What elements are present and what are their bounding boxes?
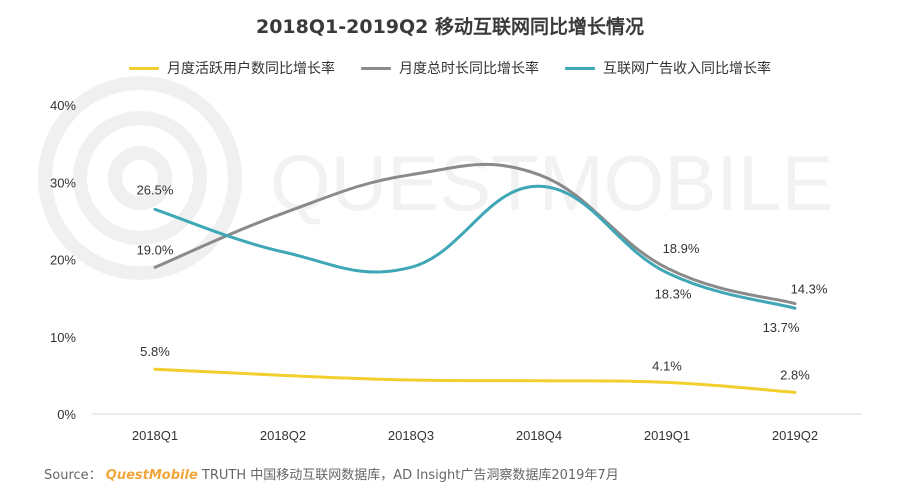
series-line-duration bbox=[153, 162, 797, 306]
watermark: QUESTMOBILE bbox=[38, 76, 833, 280]
series-line-ad-revenue bbox=[153, 184, 797, 310]
y-tick-label: 30% bbox=[50, 175, 76, 190]
legend-label-duration: 月度总时长同比增长率 bbox=[399, 61, 539, 77]
watermark-ring-middle bbox=[73, 111, 207, 245]
data-label-ad-revenue: 13.7% bbox=[763, 320, 800, 335]
watermark-text: QUESTMOBILE bbox=[270, 139, 833, 227]
watermark-ring-outer bbox=[38, 76, 242, 280]
source-prefix: Source： bbox=[44, 468, 102, 483]
legend-item-mau: 月度活跃用户数同比增长率 bbox=[129, 58, 335, 78]
data-label-ad-revenue: 18.3% bbox=[655, 287, 692, 302]
legend-item-duration: 月度总时长同比增长率 bbox=[361, 58, 539, 78]
source-note: Source： QuestMobile TRUTH 中国移动互联网数据库，AD … bbox=[44, 464, 619, 483]
data-label-duration: 14.3% bbox=[791, 282, 828, 297]
y-tick-label: 10% bbox=[50, 330, 76, 345]
x-tick-label: 2018Q4 bbox=[516, 428, 562, 443]
x-tick-label: 2019Q2 bbox=[772, 428, 818, 443]
legend: 月度活跃用户数同比增长率 月度总时长同比增长率 互联网广告收入同比增长率 bbox=[0, 58, 900, 78]
legend-swatch-duration bbox=[361, 66, 391, 70]
source-text: TRUTH 中国移动互联网数据库，AD Insight广告洞察数据库2019年7… bbox=[201, 468, 619, 483]
x-tick-label: 2018Q1 bbox=[132, 428, 178, 443]
source-brand: QuestMobile bbox=[105, 468, 198, 483]
x-tick-label: 2018Q2 bbox=[260, 428, 306, 443]
legend-swatch-ad-revenue bbox=[565, 66, 595, 70]
y-tick-label: 0% bbox=[57, 407, 76, 422]
legend-swatch-mau bbox=[129, 66, 159, 70]
chart-title: 2018Q1-2019Q2 移动互联网同比增长情况 bbox=[255, 16, 644, 38]
data-label-mau: 2.8% bbox=[780, 367, 810, 382]
x-tick-label: 2018Q3 bbox=[388, 428, 434, 443]
legend-item-ad-revenue: 互联网广告收入同比增长率 bbox=[565, 58, 771, 78]
legend-label-ad-revenue: 互联网广告收入同比增长率 bbox=[603, 61, 771, 77]
y-tick-label: 20% bbox=[50, 253, 76, 268]
watermark-ring-inner bbox=[108, 146, 172, 210]
data-label-mau: 4.1% bbox=[652, 358, 682, 373]
data-label-duration: 18.9% bbox=[663, 241, 700, 256]
series-line-mau bbox=[153, 367, 797, 394]
data-label-duration: 19.0% bbox=[137, 242, 174, 257]
x-tick-label: 2019Q1 bbox=[644, 428, 690, 443]
data-label-mau: 5.8% bbox=[140, 344, 170, 359]
legend-label-mau: 月度活跃用户数同比增长率 bbox=[167, 61, 335, 77]
y-tick-label: 40% bbox=[50, 98, 76, 113]
data-label-ad-revenue: 26.5% bbox=[137, 182, 174, 197]
